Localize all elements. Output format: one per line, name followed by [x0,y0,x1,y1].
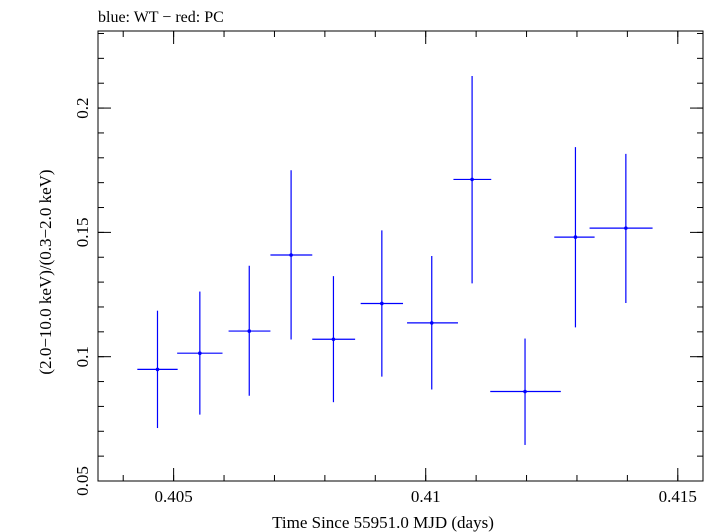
data-point [523,389,527,394]
y-tick-label: 0.2 [73,97,92,118]
x-tick-label: 0.405 [155,487,193,506]
axis-ticks [98,31,703,482]
series-wt [137,76,653,445]
data-point [624,226,628,230]
data-point [289,253,293,257]
data-marks [137,76,653,445]
data-point [429,321,434,325]
y-tick-label: 0.15 [73,218,92,248]
plot-border [97,30,704,482]
data-point [247,329,252,333]
data-point [470,177,474,182]
data-point [573,235,578,239]
data-point [331,337,336,342]
tick-labels: 0.405 0.41 0.415 0.05 0.1 0.15 0.2 [73,97,697,506]
y-tick-label: 0.1 [73,346,92,367]
chart-title: blue: WT − red: PC [98,9,224,26]
plot-frame [97,30,704,482]
y-axis-label: (2.0−10.0 keV)/(0.3−2.0 keV) [36,169,55,374]
data-point [155,367,160,372]
data-point [380,301,384,306]
x-tick-label: 0.415 [659,487,697,506]
y-tick-label: 0.05 [73,466,92,496]
data-point [198,351,202,356]
x-tick-label: 0.41 [411,487,441,506]
x-axis-label: Time Since 55951.0 MJD (days) [272,513,494,532]
